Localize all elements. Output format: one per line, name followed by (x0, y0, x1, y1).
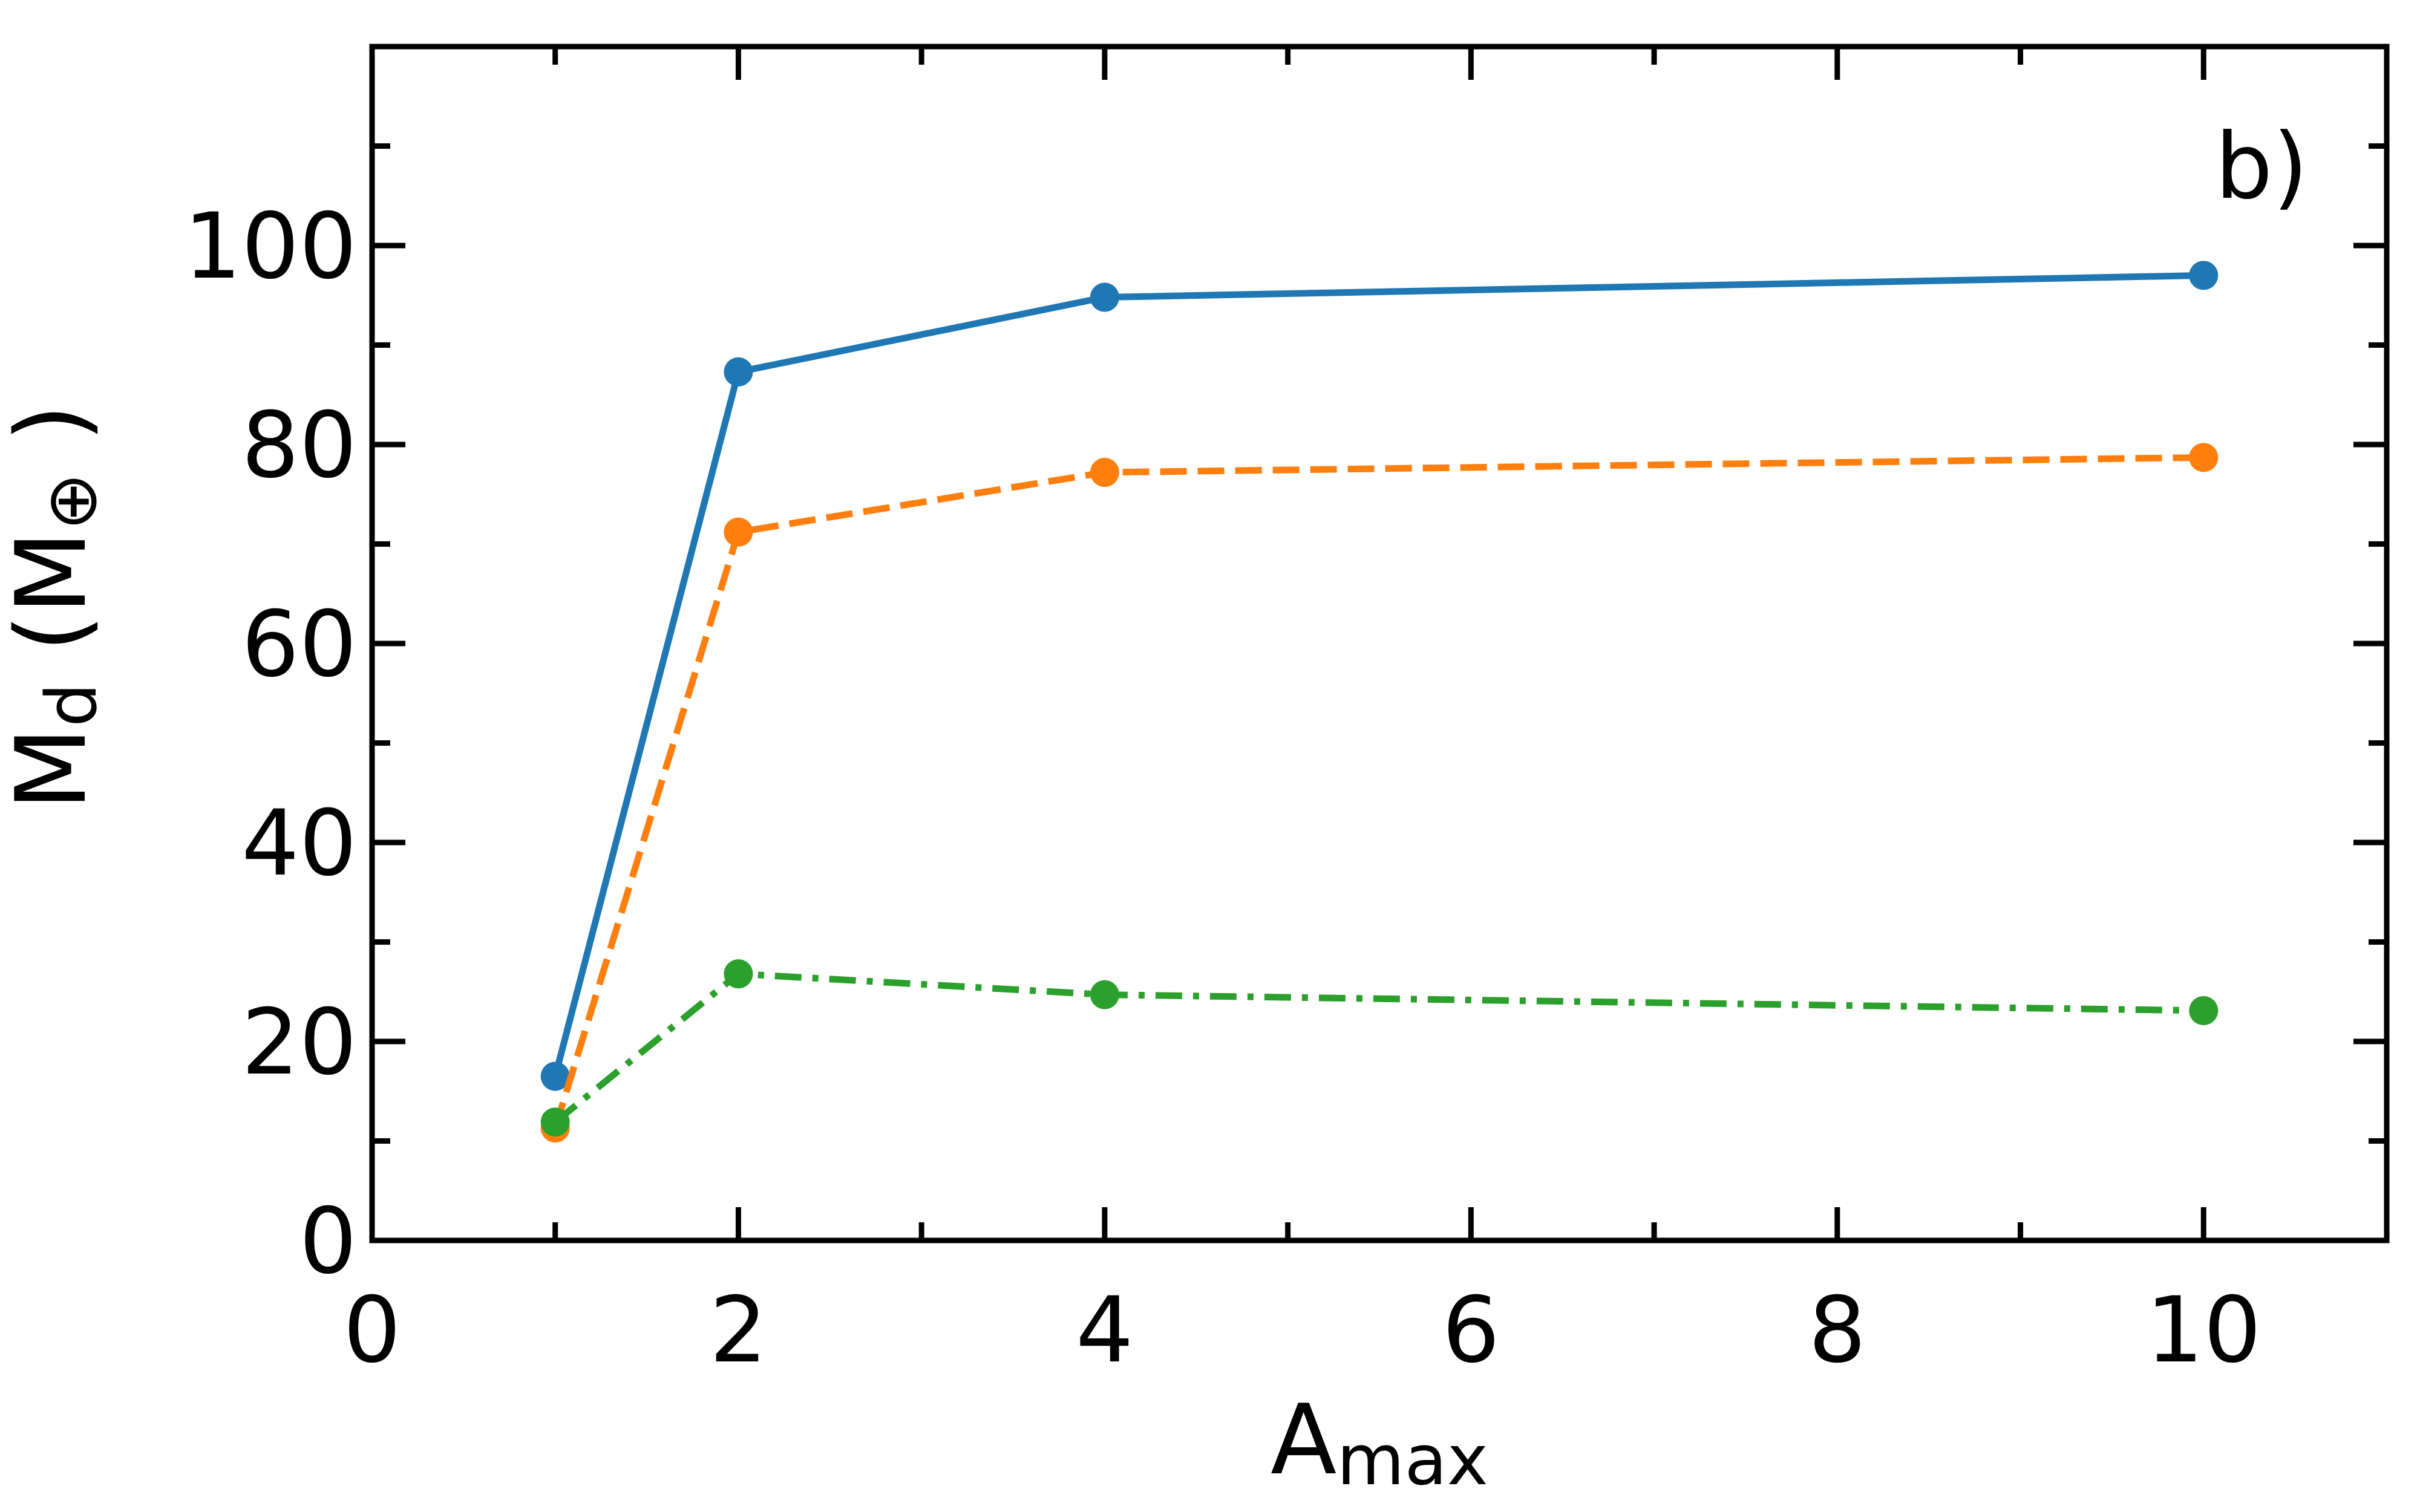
x-axis-label-main: A (1270, 1383, 1336, 1496)
series-1-line (552, 272, 2204, 1077)
y-tick-label: 60 (241, 592, 357, 697)
series-1-point (540, 1061, 570, 1091)
series-2 (540, 443, 2219, 1143)
y-tick-label: 20 (241, 990, 357, 1095)
series-layer (540, 261, 2219, 1143)
series-2-point (1090, 458, 1119, 487)
y-tick-label: 100 (184, 194, 357, 299)
series-1-point (724, 357, 753, 386)
panel-annotation: b) (2215, 114, 2308, 220)
series-1-point (1090, 282, 1119, 312)
x-axis-label-subscript: max (1336, 1420, 1488, 1501)
series-3-point (1090, 980, 1119, 1009)
series-2-line (552, 454, 2204, 1129)
y-axis-label-unit-close: ) (0, 404, 108, 472)
y-tick-label: 0 (299, 1189, 357, 1294)
x-tick-label: 2 (710, 1278, 767, 1383)
series-3-point (540, 1107, 570, 1137)
y-axis-label: Md (M⊕ ) (0, 404, 113, 810)
series-3 (540, 959, 2219, 1137)
y-axis-label-unit-open: (M (0, 531, 108, 683)
plot-frame (369, 44, 2390, 1243)
y-tick-label: 40 (241, 791, 357, 896)
y-axis-label-unit-symbol: ⊕ (31, 472, 113, 530)
x-tick-label: 0 (343, 1278, 401, 1383)
series-3-point (2189, 996, 2219, 1026)
x-tick-label: 6 (1442, 1278, 1500, 1383)
series-1 (540, 261, 2219, 1091)
series-3-point (724, 959, 753, 989)
y-axis-label-subscript: d (31, 683, 113, 727)
series-3-line (553, 970, 2204, 1125)
x-axis-label: Amax (1270, 1383, 1488, 1501)
x-tick-label: 8 (1808, 1278, 1866, 1383)
y-tick-label: 80 (241, 393, 357, 498)
series-1-point (2189, 261, 2219, 290)
series-2-point (724, 517, 753, 547)
x-tick-label: 4 (1076, 1278, 1133, 1383)
series-2-point (2189, 443, 2219, 472)
x-tick-label: 10 (2146, 1278, 2261, 1383)
axis-ticks (369, 47, 2390, 1243)
y-axis-label-main: M (0, 727, 108, 810)
